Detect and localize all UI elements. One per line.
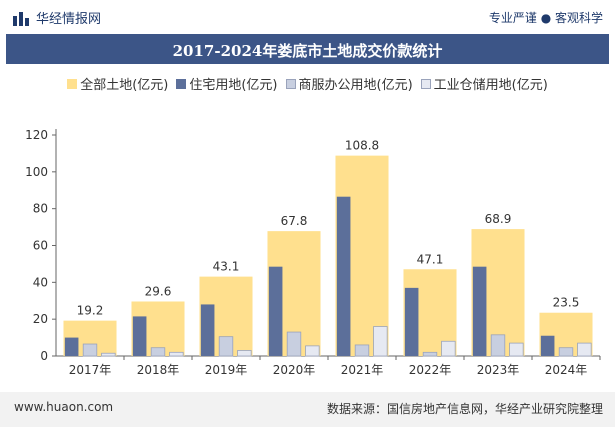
bar-commercial bbox=[354, 344, 370, 357]
bar-chart: 0 20 40 60 80 100 120 19.2 2017年 29.6 2018年 43.1 201… bbox=[25, 128, 601, 377]
bar-commercial bbox=[558, 347, 574, 357]
y-tick-label: 0 bbox=[40, 349, 48, 363]
data-label-total: 19.2 bbox=[77, 304, 104, 318]
legend-label-commercial: 商服办公用地(亿元) bbox=[298, 78, 413, 93]
data-label-total: 43.1 bbox=[213, 260, 240, 274]
legend-item-residential[interactable]: 住宅用地(亿元) bbox=[176, 74, 278, 93]
x-tick-label: 2020年 bbox=[273, 363, 316, 377]
footer-source: 数据来源：国信房地产信息网，华经产业研究院整理 bbox=[326, 402, 603, 416]
bar-residential bbox=[132, 316, 147, 356]
legend-label-industrial: 工业仓储用地(亿元) bbox=[433, 78, 548, 93]
bar-residential bbox=[64, 337, 79, 356]
x-tick-label: 2018年 bbox=[137, 363, 180, 377]
bar-commercial bbox=[286, 331, 302, 357]
legend-item-total[interactable]: 全部土地(亿元) bbox=[67, 74, 168, 93]
x-tick-label: 2017年 bbox=[69, 363, 112, 377]
x-tick-label: 2021年 bbox=[341, 363, 384, 377]
bar-industrial bbox=[101, 352, 116, 357]
y-tick-label: 20 bbox=[33, 312, 48, 326]
footer-website-link[interactable]: www.huaon.com bbox=[14, 400, 114, 414]
x-tick-label: 2019年 bbox=[205, 363, 248, 377]
legend-item-industrial[interactable]: 工业仓储用地(亿元) bbox=[420, 74, 548, 93]
legend-swatch-commercial bbox=[285, 78, 296, 89]
y-tick-label: 40 bbox=[33, 275, 48, 289]
bar-residential bbox=[472, 266, 487, 356]
bar-industrial bbox=[509, 342, 524, 357]
legend-label-residential: 住宅用地(亿元) bbox=[189, 78, 278, 93]
y-tick-label: 60 bbox=[33, 239, 48, 253]
legend-swatch-total bbox=[67, 78, 78, 89]
y-tick-label: 120 bbox=[25, 128, 48, 142]
data-label-total: 23.5 bbox=[553, 296, 580, 310]
bar-commercial bbox=[150, 347, 166, 357]
legend-item-commercial[interactable]: 商服办公用地(亿元) bbox=[285, 74, 413, 93]
legend: 全部土地(亿元) 住宅用地(亿元) 商服办公用地(亿元) 工业仓储用地(亿元) bbox=[0, 74, 615, 93]
x-tick-label: 2022年 bbox=[409, 363, 452, 377]
data-label-total: 108.8 bbox=[345, 139, 379, 153]
bar-commercial bbox=[422, 351, 438, 357]
data-label-total: 67.8 bbox=[281, 214, 308, 228]
bar-industrial bbox=[169, 351, 184, 357]
legend-swatch-residential bbox=[176, 78, 187, 89]
data-label-total: 47.1 bbox=[417, 252, 444, 266]
bar-residential bbox=[200, 304, 215, 356]
brand[interactable]: 华经情报网 bbox=[12, 8, 101, 27]
footer: www.huaon.com 数据来源：国信房地产信息网，华经产业研究院整理 bbox=[0, 392, 615, 427]
bar-commercial bbox=[82, 343, 98, 357]
x-tick-label: 2023年 bbox=[477, 363, 520, 377]
bar-residential bbox=[404, 287, 419, 356]
tagline: 专业严谨 ● 客观科学 bbox=[488, 11, 603, 25]
bar-residential bbox=[268, 266, 283, 356]
title-bar: 2017-2024年娄底市土地成交价款统计 bbox=[6, 34, 609, 64]
data-label-total: 29.6 bbox=[145, 284, 172, 298]
bar-commercial bbox=[490, 334, 506, 357]
chart-title: 2017-2024年娄底市土地成交价款统计 bbox=[172, 42, 443, 60]
bar-industrial bbox=[577, 342, 592, 357]
bar-industrial bbox=[373, 326, 388, 357]
legend-label-total: 全部土地(亿元) bbox=[80, 78, 169, 93]
data-label-total: 68.9 bbox=[485, 212, 512, 226]
brand-name: 华经情报网 bbox=[36, 12, 102, 27]
bar-commercial bbox=[218, 336, 234, 357]
y-tick-label: 100 bbox=[25, 165, 48, 179]
legend-swatch-industrial bbox=[420, 78, 431, 89]
bar-chart-logo-icon bbox=[13, 11, 29, 26]
bar-residential bbox=[540, 335, 555, 356]
bar-industrial bbox=[305, 345, 320, 357]
top-bar: 华经情报网 专业严谨 ● 客观科学 bbox=[0, 0, 615, 34]
bar-industrial bbox=[441, 340, 456, 357]
y-tick-label: 80 bbox=[33, 202, 48, 216]
bar-residential bbox=[336, 196, 351, 356]
bar-industrial bbox=[237, 350, 252, 357]
x-tick-label: 2024年 bbox=[545, 363, 588, 377]
